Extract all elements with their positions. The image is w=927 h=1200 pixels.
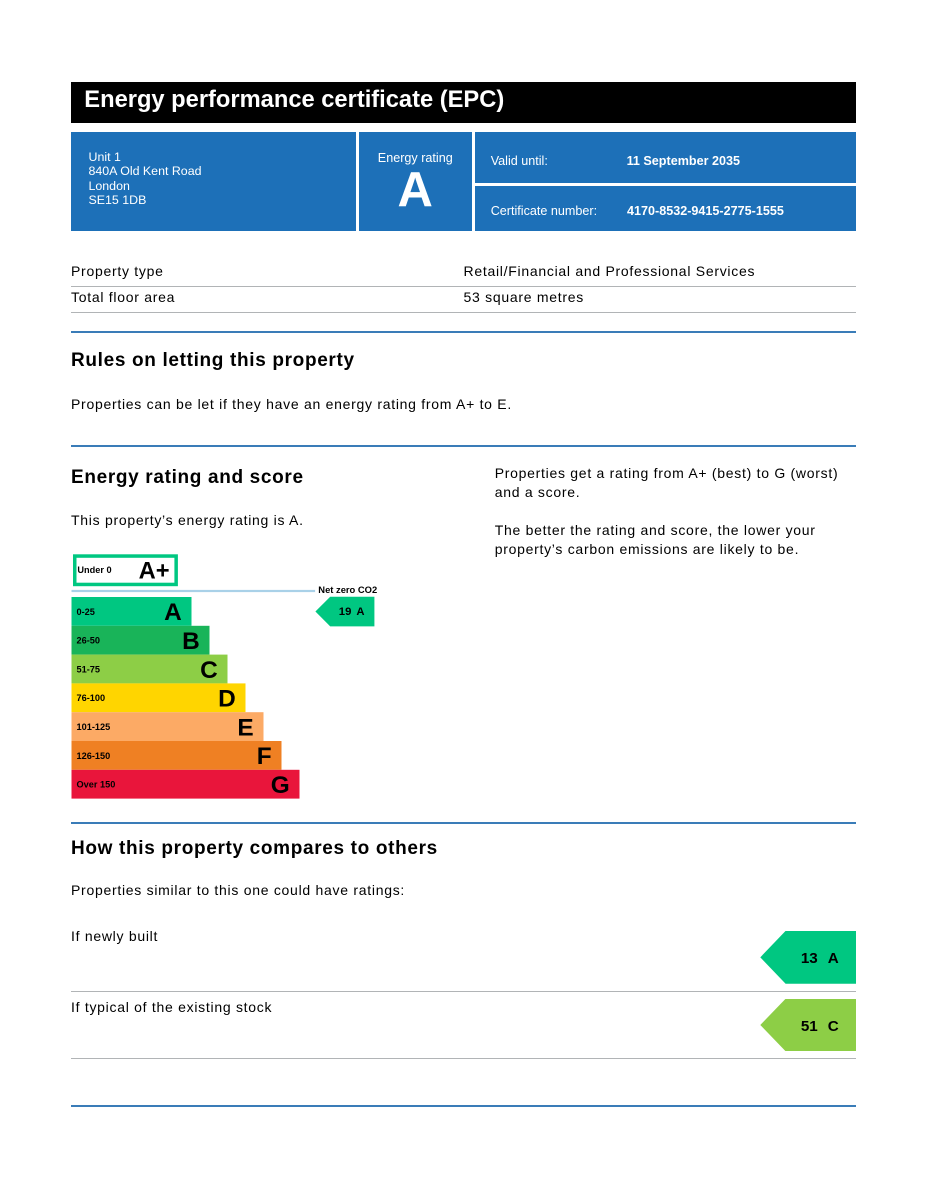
svg-text:0-25: 0-25	[77, 607, 95, 617]
svg-text:101-125: 101-125	[77, 722, 111, 732]
svg-text:Over 150: Over 150	[77, 780, 116, 790]
svg-text:76-100: 76-100	[77, 693, 106, 703]
svg-text:126-150: 126-150	[77, 751, 111, 761]
svg-text:B: B	[182, 628, 200, 655]
svg-text:D: D	[218, 686, 236, 713]
svg-text:F: F	[257, 743, 272, 770]
svg-text:A: A	[356, 606, 364, 618]
svg-text:19: 19	[339, 606, 352, 618]
svg-text:A+: A+	[139, 559, 170, 585]
svg-text:G: G	[271, 772, 290, 799]
svg-text:A: A	[164, 599, 182, 626]
svg-text:C: C	[200, 657, 218, 684]
svg-text:Net zero CO2: Net zero CO2	[318, 584, 377, 595]
svg-text:26-50: 26-50	[77, 636, 101, 646]
svg-text:51-75: 51-75	[77, 664, 101, 674]
svg-text:Under 0: Under 0	[77, 565, 111, 575]
svg-text:E: E	[237, 714, 253, 741]
